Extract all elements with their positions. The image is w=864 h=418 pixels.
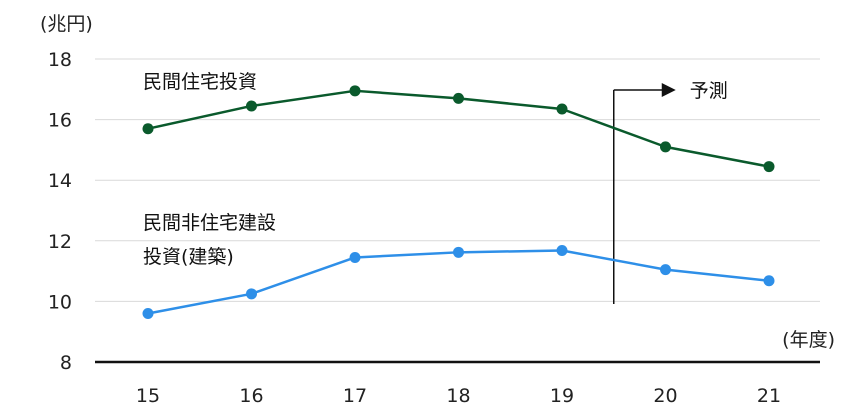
data-point [660, 141, 671, 153]
x-axis-unit-label: (年度) [782, 329, 835, 351]
series-layer [142, 85, 775, 320]
data-point [763, 275, 775, 287]
y-tick-label: 18 [48, 49, 72, 71]
x-tick-label: 18 [446, 385, 470, 407]
data-point [763, 161, 775, 173]
x-tick-label: 20 [653, 385, 677, 407]
x-tick-labels: 15 16 17 18 19 20 21 [136, 385, 781, 407]
y-tick-labels: 8 10 12 14 16 18 [48, 49, 72, 374]
x-tick-label: 21 [757, 385, 781, 407]
data-point [246, 288, 257, 300]
forecast-label: 予測 [690, 80, 728, 102]
data-point [142, 308, 154, 320]
x-tick-label: 16 [239, 385, 263, 407]
x-tick-label: 15 [136, 385, 160, 407]
series-label-housing: 民間住宅投資 [143, 71, 257, 93]
y-tick-label: 12 [48, 231, 72, 253]
x-tick-label: 17 [343, 385, 367, 407]
series-label-nonresidential-line2: 投資(建築) [143, 246, 234, 268]
y-axis-unit-label: (兆円) [40, 13, 93, 35]
data-point [349, 85, 361, 97]
data-point [660, 264, 671, 276]
series-line-1 [147, 249, 770, 315]
data-point [556, 244, 568, 256]
forecast-marker: 予測 [613, 80, 728, 304]
y-tick-label: 10 [48, 291, 72, 313]
data-point [142, 123, 154, 135]
data-point [453, 92, 464, 104]
x-tick-label: 19 [550, 385, 574, 407]
data-point [453, 246, 464, 258]
data-point [349, 251, 361, 263]
data-point [246, 100, 257, 112]
forecast-arrow-head [661, 83, 676, 97]
y-tick-label: 16 [48, 110, 72, 132]
series-label-nonresidential-line1: 民間非住宅建設 [143, 212, 276, 234]
y-tick-label: 8 [60, 352, 72, 374]
data-point [556, 103, 568, 115]
y-tick-label: 14 [48, 170, 72, 192]
grid-lines [95, 58, 820, 302]
